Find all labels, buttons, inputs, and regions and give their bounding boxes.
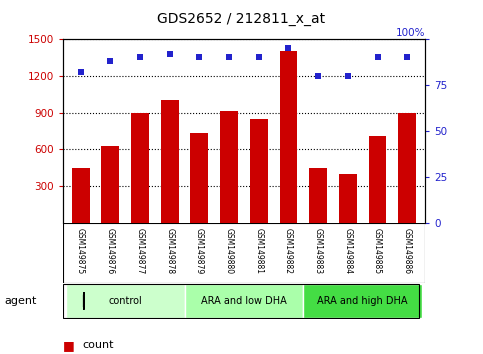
Text: GSM149882: GSM149882 [284, 228, 293, 274]
Text: GSM149885: GSM149885 [373, 228, 382, 274]
Point [284, 45, 292, 51]
Text: GSM149877: GSM149877 [136, 228, 144, 274]
Point [106, 58, 114, 64]
Bar [398, 113, 416, 223]
Point [403, 55, 411, 60]
Bar [220, 112, 238, 223]
Text: GSM149884: GSM149884 [343, 228, 352, 274]
Text: GSM149875: GSM149875 [76, 228, 85, 274]
Text: agent: agent [5, 296, 37, 306]
Point [314, 73, 322, 79]
FancyBboxPatch shape [185, 284, 303, 318]
Bar [250, 119, 268, 223]
FancyBboxPatch shape [66, 284, 185, 318]
Bar [101, 146, 119, 223]
Bar [339, 174, 357, 223]
Text: GSM149880: GSM149880 [225, 228, 234, 274]
Text: GSM149881: GSM149881 [254, 228, 263, 274]
Bar [280, 51, 298, 223]
Text: ■: ■ [63, 353, 74, 354]
Text: GSM149886: GSM149886 [403, 228, 412, 274]
Point [166, 51, 173, 57]
Text: GSM149878: GSM149878 [165, 228, 174, 274]
Text: count: count [82, 340, 114, 350]
Text: GDS2652 / 212811_x_at: GDS2652 / 212811_x_at [157, 12, 326, 27]
Point [77, 69, 85, 75]
Bar [309, 168, 327, 223]
Point [225, 55, 233, 60]
Point [136, 55, 144, 60]
Point [255, 55, 263, 60]
Bar [369, 136, 386, 223]
Text: ARA and high DHA: ARA and high DHA [317, 296, 408, 306]
FancyArrow shape [84, 292, 85, 310]
Bar [190, 133, 208, 223]
Bar [131, 113, 149, 223]
Text: ARA and low DHA: ARA and low DHA [201, 296, 287, 306]
FancyBboxPatch shape [303, 284, 422, 318]
Text: GSM149876: GSM149876 [106, 228, 115, 274]
Point [344, 73, 352, 79]
Text: GSM149883: GSM149883 [313, 228, 323, 274]
Text: control: control [108, 296, 142, 306]
Bar [161, 100, 179, 223]
Text: 100%: 100% [396, 28, 425, 38]
Point [374, 55, 382, 60]
Text: GSM149879: GSM149879 [195, 228, 204, 274]
Text: ■: ■ [63, 339, 74, 352]
Point [196, 55, 203, 60]
Bar [71, 168, 89, 223]
